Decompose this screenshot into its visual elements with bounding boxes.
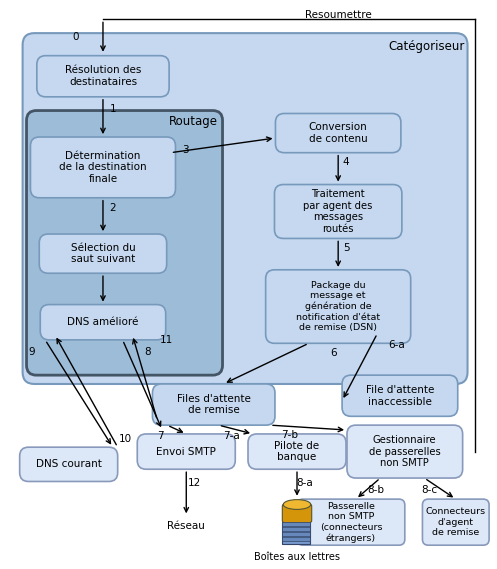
FancyBboxPatch shape: [20, 447, 118, 481]
Text: Résolution des
destinataires: Résolution des destinataires: [65, 65, 141, 87]
Text: Pilote de
banque: Pilote de banque: [274, 441, 320, 463]
Text: Package du
message et
génération de
notification d'état
de remise (DSN): Package du message et génération de noti…: [296, 281, 380, 332]
Text: 7-b: 7-b: [281, 430, 298, 440]
Bar: [282, 532, 310, 536]
Text: 4: 4: [343, 158, 349, 167]
Text: 0: 0: [72, 32, 79, 42]
FancyBboxPatch shape: [248, 434, 346, 469]
Text: Files d'attente
de remise: Files d'attente de remise: [177, 394, 250, 415]
FancyBboxPatch shape: [39, 234, 166, 273]
Text: Conversion
de contenu: Conversion de contenu: [309, 122, 368, 144]
FancyBboxPatch shape: [282, 504, 312, 523]
FancyBboxPatch shape: [22, 33, 468, 384]
Text: Sélection du
saut suivant: Sélection du saut suivant: [71, 243, 135, 265]
FancyBboxPatch shape: [266, 270, 411, 343]
Text: Passerelle
non SMTP
(connecteurs
étrangers): Passerelle non SMTP (connecteurs étrange…: [320, 502, 382, 543]
Text: 9: 9: [29, 347, 35, 357]
Bar: [282, 527, 310, 531]
Text: 6-a: 6-a: [389, 340, 406, 351]
Text: DNS courant: DNS courant: [36, 459, 101, 469]
FancyBboxPatch shape: [275, 113, 401, 152]
Text: 12: 12: [187, 478, 201, 488]
FancyBboxPatch shape: [26, 110, 223, 375]
Text: 6: 6: [330, 348, 336, 358]
Text: Routage: Routage: [168, 115, 218, 128]
Bar: [282, 522, 310, 526]
Text: Resoumettre: Resoumettre: [305, 10, 372, 19]
Text: Traitement
par agent des
messages
routés: Traitement par agent des messages routés: [304, 189, 373, 234]
Text: 8-c: 8-c: [421, 485, 437, 495]
Ellipse shape: [283, 500, 311, 509]
Text: Gestionnaire
de passerelles
non SMTP: Gestionnaire de passerelles non SMTP: [369, 435, 441, 468]
Text: 11: 11: [160, 335, 173, 345]
Text: 7-a: 7-a: [223, 431, 240, 441]
FancyBboxPatch shape: [40, 304, 166, 340]
Text: Réseau: Réseau: [167, 521, 205, 531]
Text: 10: 10: [119, 434, 132, 444]
FancyBboxPatch shape: [37, 56, 169, 97]
Text: 8: 8: [144, 347, 151, 357]
FancyBboxPatch shape: [347, 425, 463, 478]
Text: DNS amélioré: DNS amélioré: [67, 318, 139, 327]
Text: 3: 3: [182, 145, 188, 155]
Text: 2: 2: [109, 203, 116, 213]
Text: File d'attente
inaccessible: File d'attente inaccessible: [366, 385, 434, 406]
FancyBboxPatch shape: [342, 375, 458, 417]
Text: 5: 5: [343, 243, 349, 253]
Text: Boîtes aux lettres: Boîtes aux lettres: [254, 552, 340, 562]
Text: 7: 7: [157, 431, 164, 441]
FancyBboxPatch shape: [153, 384, 275, 425]
FancyBboxPatch shape: [30, 137, 175, 198]
Text: 8-b: 8-b: [367, 485, 384, 495]
Text: Connecteurs
d'agent
de remise: Connecteurs d'agent de remise: [426, 507, 486, 537]
Text: 8-a: 8-a: [297, 478, 313, 488]
Text: 1: 1: [109, 104, 116, 114]
Text: Détermination
de la destination
finale: Détermination de la destination finale: [59, 151, 147, 184]
FancyBboxPatch shape: [422, 499, 489, 545]
Text: Catégoriseur: Catégoriseur: [388, 40, 465, 53]
FancyBboxPatch shape: [297, 499, 405, 545]
Bar: [282, 522, 310, 544]
FancyBboxPatch shape: [274, 184, 402, 238]
Bar: [282, 537, 310, 541]
FancyBboxPatch shape: [137, 434, 235, 469]
Text: Envoi SMTP: Envoi SMTP: [157, 447, 216, 456]
